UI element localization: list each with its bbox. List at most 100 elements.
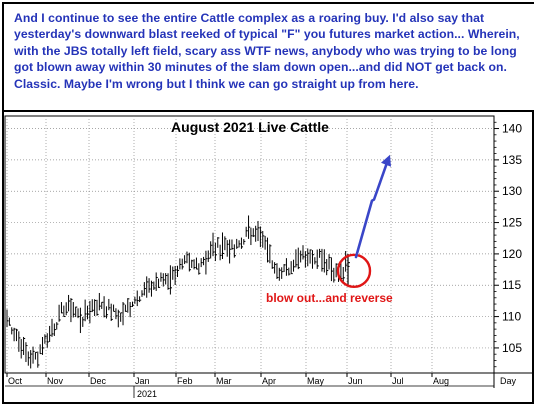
- commentary-text: And I continue to see the entire Cattle …: [4, 4, 534, 112]
- y-tick-label: 115: [502, 278, 521, 292]
- price-bar: [20, 339, 23, 359]
- price-bar: [262, 230, 265, 248]
- price-bar: [250, 227, 253, 246]
- price-bar: [314, 257, 317, 265]
- price-bar: [167, 273, 170, 290]
- price-bar: [37, 351, 40, 368]
- price-bar: [188, 252, 191, 272]
- price-bar: [342, 266, 345, 283]
- price-bar: [172, 266, 175, 280]
- price-bar: [309, 249, 312, 264]
- price-bar: [134, 296, 137, 304]
- price-bar: [257, 220, 260, 242]
- price-bar: [195, 257, 199, 270]
- y-tick-label: 140: [502, 122, 522, 136]
- price-bar: [141, 290, 144, 297]
- year-label: 2021: [137, 389, 157, 399]
- x-tick-label: Dec: [90, 376, 107, 386]
- price-bar: [278, 267, 281, 281]
- price-bar: [94, 299, 97, 317]
- price-bar: [108, 298, 111, 311]
- grid-lines: [5, 116, 494, 373]
- price-bar: [105, 306, 109, 319]
- price-bar: [219, 244, 222, 261]
- plot-area: [4, 115, 495, 374]
- price-bar: [316, 249, 319, 269]
- x-tick-label: Apr: [262, 376, 276, 386]
- price-bar: [84, 299, 87, 322]
- price-bar: [103, 296, 106, 318]
- price-bar: [181, 258, 184, 270]
- price-bar: [248, 215, 251, 239]
- price-bar: [117, 309, 120, 328]
- price-bar: [113, 304, 116, 312]
- price-bar: [198, 263, 201, 275]
- price-bar: [217, 237, 220, 248]
- price-bar: [129, 301, 132, 318]
- reversal-circle: [336, 253, 372, 289]
- price-bar: [46, 333, 49, 348]
- price-bar: [224, 236, 227, 251]
- x-tick-label: May: [307, 376, 325, 386]
- price-bar: [319, 248, 322, 258]
- y-tick-label: 105: [502, 341, 522, 355]
- price-bar: [221, 232, 225, 259]
- blowout-bar: [347, 253, 350, 287]
- price-bar: [186, 251, 189, 264]
- price-bar: [51, 318, 54, 337]
- price-bar: [193, 259, 196, 270]
- price-bar: [162, 273, 165, 287]
- price-bar: [150, 280, 154, 297]
- price-bar: [231, 239, 234, 250]
- price-bar: [321, 248, 324, 272]
- price-bar: [30, 350, 33, 369]
- price-bar: [8, 317, 11, 326]
- price-bar: [72, 302, 75, 318]
- price-bar: [212, 232, 215, 257]
- x-tick-label: Aug: [433, 376, 449, 386]
- price-bar: [297, 247, 300, 270]
- price-bar: [302, 245, 305, 260]
- price-bar: [39, 344, 42, 355]
- price-bar: [11, 327, 14, 335]
- price-bar: [283, 264, 286, 273]
- price-bar: [143, 282, 146, 296]
- price-bar: [333, 267, 336, 283]
- price-bar: [191, 259, 194, 268]
- price-bar: [101, 301, 104, 309]
- price-bar: [75, 306, 78, 318]
- price-bar: [110, 303, 113, 322]
- x-tick-label: Feb: [177, 376, 193, 386]
- price-bar: [153, 281, 156, 290]
- x-tick-label: Jun: [348, 376, 363, 386]
- price-bar: [177, 265, 180, 278]
- price-bar: [124, 304, 128, 312]
- price-bar: [53, 323, 56, 336]
- price-bar: [259, 226, 262, 248]
- price-bar: [15, 328, 19, 342]
- price-bar: [98, 292, 101, 311]
- price-bar: [127, 298, 130, 313]
- price-bar: [205, 250, 208, 275]
- price-bar: [243, 239, 246, 245]
- price-bar: [210, 241, 213, 259]
- price-bar: [120, 312, 123, 322]
- y-axis-ticks: 105 110 115 120 125 130 135 140: [494, 122, 522, 368]
- projection-arrow-line: [354, 161, 389, 259]
- price-bar: [49, 325, 52, 342]
- price-bar: [155, 272, 158, 291]
- price-bar: [160, 272, 163, 282]
- price-bar: [58, 304, 61, 322]
- price-bar: [236, 238, 239, 249]
- price-bar: [323, 249, 326, 273]
- price-bar: [207, 250, 210, 262]
- price-bar: [179, 258, 182, 270]
- price-bar: [311, 250, 315, 269]
- x-tick-label: Nov: [47, 376, 64, 386]
- price-bar: [307, 248, 310, 267]
- price-bar: [87, 305, 90, 320]
- price-bar: [89, 300, 92, 324]
- price-bar: [13, 327, 16, 342]
- price-bar: [266, 237, 270, 263]
